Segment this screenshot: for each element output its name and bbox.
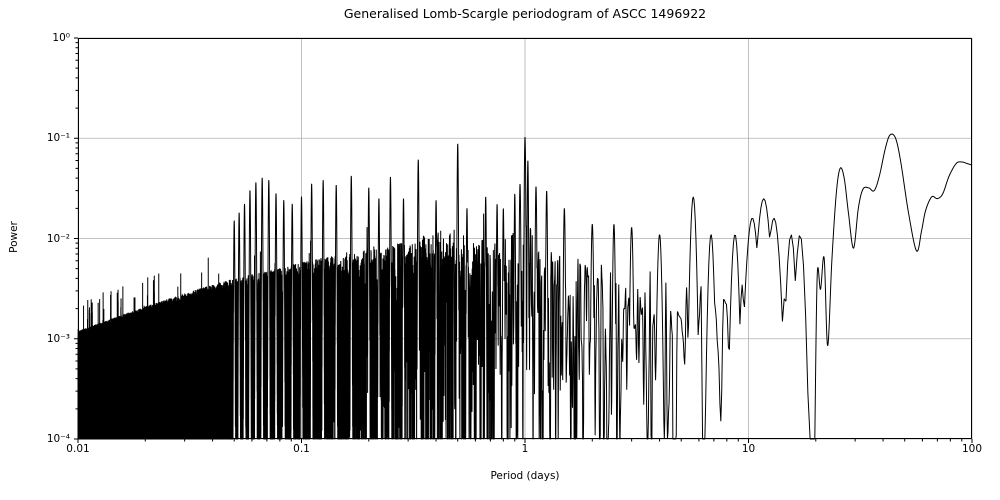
y-tick-label: 10⁰ [52,32,70,44]
x-tick-label: 0.01 [66,443,90,455]
y-tick-label: 10⁻³ [46,332,70,345]
chart-title: Generalised Lomb-Scargle periodogram of … [343,6,707,21]
x-tick-label: 1 [521,443,529,455]
y-tick-label: 10⁻² [46,232,70,245]
x-tick-label: 0.1 [293,443,310,455]
x-tick-label: 100 [961,443,983,455]
y-tick-label: 10⁻⁴ [46,433,70,445]
x-tick-label: 10 [741,443,756,455]
x-axis-label: Period (days) [490,470,560,482]
y-axis-label: Power [8,221,20,253]
y-tick-label: 10⁻¹ [46,132,70,145]
